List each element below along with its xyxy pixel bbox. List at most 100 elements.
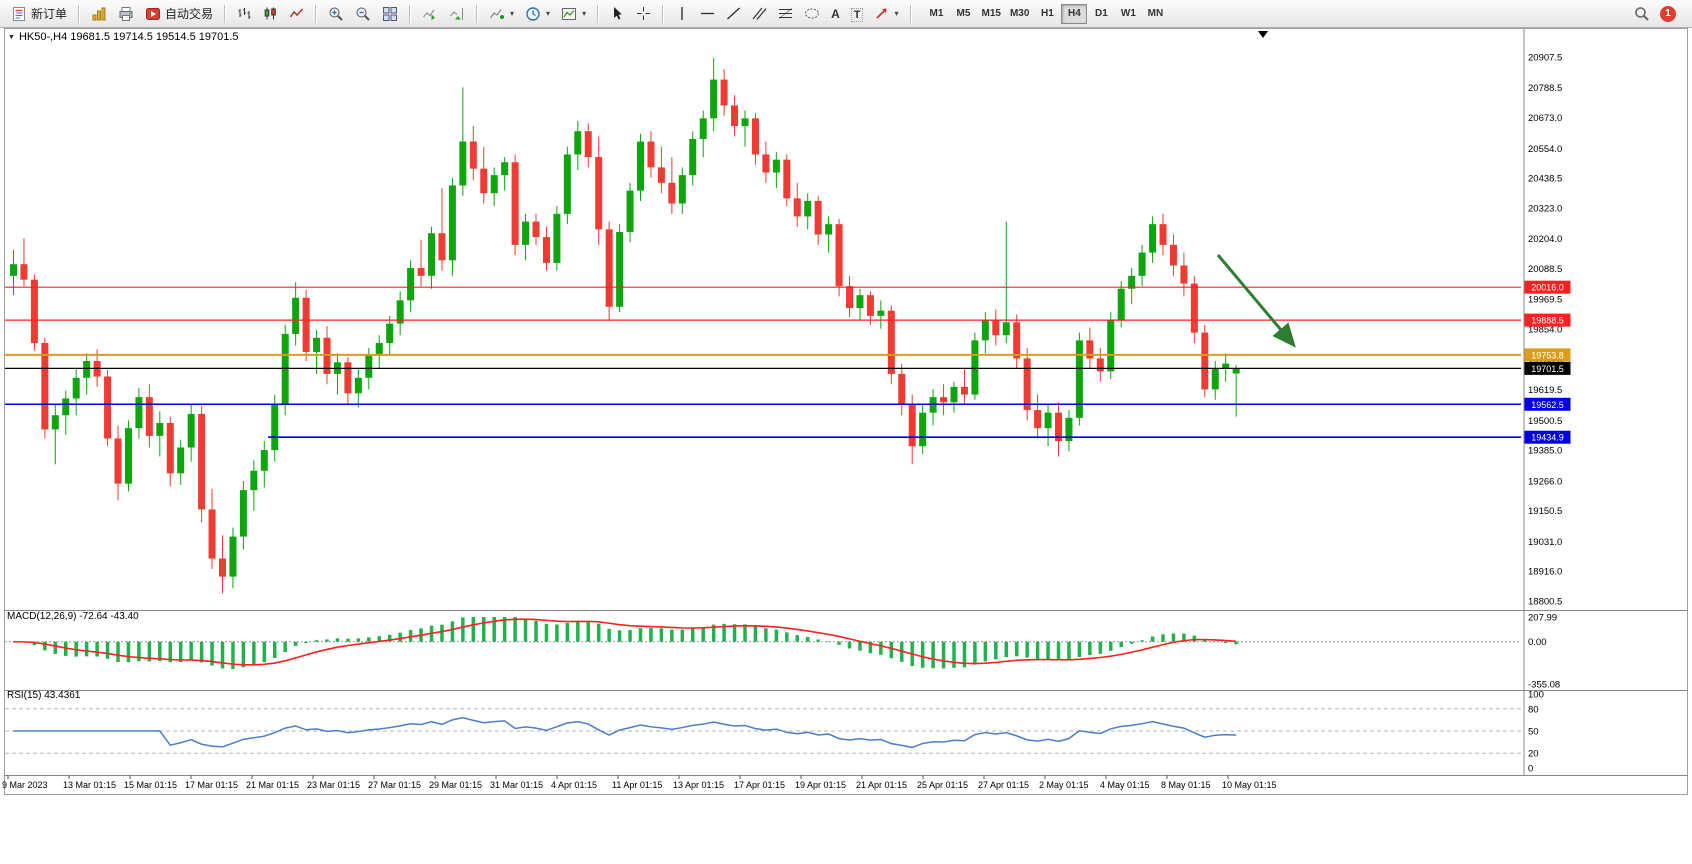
trend-arrow[interactable] (1216, 254, 1296, 348)
candle-body (877, 310, 885, 316)
trendline-tool-button[interactable] (721, 3, 746, 25)
price-badge-label: 19701.5 (1531, 364, 1564, 374)
print-button[interactable] (113, 3, 139, 25)
shapes-tool-button[interactable] (799, 3, 825, 25)
search-button[interactable] (1629, 3, 1655, 25)
candle-body (208, 509, 216, 559)
candle-body (1222, 363, 1230, 369)
notification-badge[interactable]: 1 (1660, 5, 1676, 22)
vertical-line-tool-button[interactable] (670, 3, 694, 25)
autotrading-button[interactable]: 自动交易 (140, 3, 218, 25)
zoom-out-button[interactable] (350, 3, 376, 25)
templates-button[interactable] (556, 3, 591, 25)
candle-body (804, 200, 812, 217)
chart-canvas[interactable]: 20907.5 20788.5 20673.0 20554.0 20438.5 20323… (0, 28, 1692, 859)
line-chart-button[interactable] (284, 3, 309, 25)
candle-body (145, 397, 153, 436)
price-tick-label: 19969.5 (1528, 295, 1562, 306)
timeframe-m5-button[interactable]: M5 (951, 4, 977, 24)
candle-body (219, 558, 226, 577)
time-label: 9 Mar 2023 (2, 780, 48, 790)
candle-body (1211, 368, 1219, 390)
new-order-label: 新订单 (31, 7, 68, 21)
candle-body (1055, 412, 1062, 442)
price-badge-label: 20016.0 (1531, 283, 1564, 293)
auto-scroll-icon (423, 9, 436, 20)
time-label: 4 May 01:15 (1100, 780, 1150, 790)
candle-body (1044, 412, 1052, 429)
rsi-panel[interactable] (5, 708, 1521, 754)
macd-panel[interactable] (5, 617, 1521, 669)
text-icon (831, 7, 840, 21)
candle-body (1086, 340, 1094, 359)
zoom-in-icon (329, 7, 343, 21)
price-axis[interactable]: 20907.5 20788.5 20673.0 20554.0 20438.5 20323… (1528, 53, 1562, 775)
chart-shift-button[interactable] (444, 3, 470, 25)
candle-body (710, 79, 718, 119)
candle-body (1180, 265, 1188, 284)
periods-button[interactable] (520, 3, 555, 25)
bar-chart-button[interactable] (232, 3, 257, 25)
candle-body (250, 470, 258, 491)
auto-scroll-button[interactable] (417, 3, 443, 25)
indicators-button[interactable] (484, 3, 519, 25)
text-label-tool-button[interactable] (846, 3, 869, 25)
timeframe-mn-button[interactable]: MN (1142, 4, 1168, 24)
zoom-in-button[interactable] (323, 3, 349, 25)
timeframe-h4-button[interactable]: H4 (1061, 3, 1088, 24)
chart-marker-icon (8, 34, 15, 41)
timeframe-m15-button[interactable]: M15 (978, 4, 1005, 24)
indicators-icon (490, 8, 505, 19)
channel-tool-button[interactable] (747, 3, 772, 25)
toolbar-separator (597, 4, 600, 23)
price-tick-label: 19619.5 (1528, 385, 1562, 396)
candle-body (1023, 358, 1031, 411)
candle-body (793, 198, 801, 217)
candle-body (971, 340, 979, 395)
candle-body (637, 141, 644, 191)
candle-body (30, 279, 38, 343)
text-tool-button[interactable] (826, 3, 845, 25)
time-label: 13 Apr 01:15 (673, 780, 724, 790)
candle-body (344, 362, 352, 394)
price-badge-label: 19562.5 (1531, 400, 1564, 410)
panel-frame (4, 28, 1688, 795)
candlestick-chart-button[interactable] (258, 3, 283, 25)
time-axis[interactable]: 9 Mar 2023 13 Mar 01:15 15 Mar 01:15 17 Mar… (2, 775, 1277, 790)
fibonacci-tool-button[interactable] (773, 3, 798, 25)
candle-body (835, 224, 843, 287)
candle-body (542, 237, 550, 263)
time-label: 23 Mar 01:15 (307, 780, 360, 790)
rsi-label: RSI(15) 43.4361 (7, 690, 81, 701)
timeframe-h1-button[interactable]: H1 (1034, 4, 1060, 24)
autotrading-label: 自动交易 (165, 7, 214, 21)
candle-body (1075, 340, 1083, 418)
fibonacci-icon (778, 8, 793, 19)
timeframe-w1-button[interactable]: W1 (1115, 4, 1141, 24)
horizontal-line-tool-button[interactable] (695, 3, 720, 25)
new-order-button[interactable]: 新订单 (6, 3, 72, 25)
candle-body (689, 138, 697, 176)
charts-button[interactable] (86, 3, 112, 25)
candle-body (783, 159, 791, 199)
price-tick-label: 20907.5 (1528, 53, 1562, 64)
timeframe-m30-button[interactable]: M30 (1006, 4, 1033, 24)
clock-icon (526, 6, 540, 21)
candle-body (1096, 358, 1104, 372)
tile-windows-button[interactable] (377, 3, 403, 25)
candle-body (187, 413, 195, 448)
timeframe-d1-button[interactable]: D1 (1088, 4, 1114, 24)
cursor-button[interactable] (605, 3, 630, 25)
candle-body (908, 404, 916, 447)
candle-body (522, 221, 530, 245)
crosshair-button[interactable] (631, 3, 656, 25)
arrows-tool-button[interactable] (869, 3, 903, 25)
candlestick-plot[interactable] (10, 57, 1240, 594)
toolbar-separator (224, 4, 227, 23)
ellipse-shape-icon (805, 8, 820, 19)
time-label: 25 Apr 01:15 (917, 780, 968, 790)
chart-header: HK50-,H4 19681.5 19714.5 19514.5 19701.5 (8, 31, 239, 43)
timeframe-m1-button[interactable]: M1 (924, 4, 950, 24)
chart-window: 20907.5 20788.5 20673.0 20554.0 20438.5 20323… (0, 28, 1692, 859)
candle-body (563, 154, 571, 214)
